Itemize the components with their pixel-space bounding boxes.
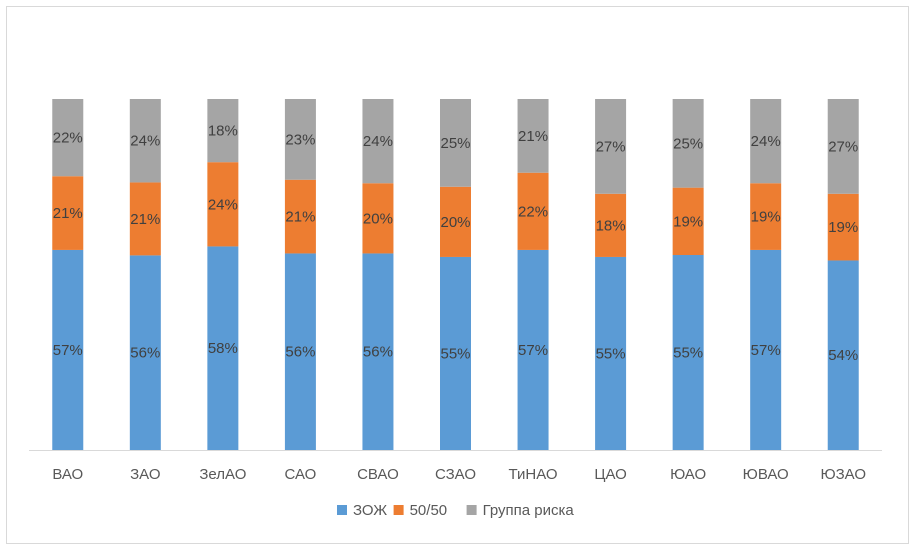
data-label: 23%	[285, 131, 315, 148]
data-label: 57%	[53, 342, 83, 359]
bar-segment-СВАО-Группа риска	[362, 99, 394, 184]
data-label: 21%	[285, 209, 315, 226]
data-label: 19%	[751, 209, 781, 226]
x-tick-label: СВАО	[357, 466, 399, 483]
x-tick-label: ЗелАО	[199, 466, 246, 483]
bar-segment-ЮЗАО-50/50	[827, 193, 859, 261]
data-label: 24%	[130, 133, 160, 150]
data-label: 56%	[285, 344, 315, 361]
bar-segment-ВАО-50/50	[52, 176, 84, 250]
bar-segment-ЗАО-50/50	[129, 182, 161, 256]
data-label: 57%	[518, 342, 548, 359]
x-tick-label: САО	[284, 466, 316, 483]
bar-segment-САО-Группа риска	[284, 99, 316, 180]
bar-segment-ЮАО-Группа риска	[672, 99, 704, 188]
data-label: 21%	[53, 205, 83, 222]
data-label: 57%	[751, 342, 781, 359]
x-tick-label: ЦАО	[594, 466, 626, 483]
data-label: 56%	[363, 344, 393, 361]
data-label: 20%	[440, 214, 470, 231]
bar-segment-ВАО-Группа риска	[52, 99, 84, 177]
data-label: 21%	[130, 211, 160, 228]
bar-segment-ТиНАО-Группа риска	[517, 99, 549, 173]
bar-segment-ЦАО-ЗОЖ	[595, 256, 627, 450]
x-tick-label: ВАО	[52, 466, 83, 483]
data-label: 18%	[596, 217, 626, 234]
data-label: 24%	[208, 196, 238, 213]
data-label: 22%	[53, 130, 83, 147]
x-tick-label: ЮЗАО	[820, 466, 866, 483]
bar-segment-ТиНАО-ЗОЖ	[517, 249, 549, 450]
bar-segment-ЗАО-Группа риска	[129, 99, 161, 183]
data-label: 19%	[673, 213, 703, 230]
data-label: 24%	[363, 133, 393, 150]
data-label: 21%	[518, 128, 548, 145]
bar-segment-СВАО-ЗОЖ	[362, 253, 394, 450]
data-label: 54%	[828, 347, 858, 364]
legend-swatch	[337, 505, 347, 515]
bar-segment-ТиНАО-50/50	[517, 172, 549, 250]
data-label: 19%	[828, 219, 858, 236]
data-label: 55%	[440, 345, 470, 362]
bar-segment-ЦАО-Группа риска	[595, 99, 627, 194]
data-label: 25%	[673, 135, 703, 152]
bar-segment-ЮВАО-Группа риска	[750, 99, 782, 184]
bar-segment-СВАО-50/50	[362, 183, 394, 254]
bar-segment-ЦАО-50/50	[595, 193, 627, 257]
x-tick-label: СЗАО	[435, 466, 476, 483]
legend-label: ЗОЖ	[353, 502, 387, 519]
legend-swatch	[393, 505, 404, 515]
data-label: 55%	[596, 345, 626, 362]
bar-segment-ВАО-ЗОЖ	[52, 249, 84, 450]
legend-swatch	[466, 505, 477, 515]
bar-segment-ЮВАО-50/50	[750, 183, 782, 250]
data-label: 58%	[208, 340, 238, 357]
data-label: 56%	[130, 345, 160, 362]
x-tick-label: ЗАО	[130, 466, 160, 483]
x-tick-label: ТиНАО	[509, 466, 558, 483]
bar-segment-САО-50/50	[284, 179, 316, 254]
data-label: 20%	[363, 210, 393, 227]
bar-segment-ЗелАО-Группа риска	[207, 99, 239, 163]
bar-segment-ЗАО-ЗОЖ	[129, 255, 161, 450]
data-label: 27%	[828, 138, 858, 155]
data-label: 25%	[440, 135, 470, 152]
bar-segment-ЮАО-50/50	[672, 187, 704, 255]
bar-segment-ЗелАО-ЗОЖ	[207, 246, 239, 450]
x-tick-label: ЮВАО	[743, 466, 789, 483]
bar-segment-СЗАО-50/50	[440, 186, 471, 257]
data-label: 55%	[673, 345, 703, 362]
bar-segment-ЗелАО-50/50	[207, 162, 239, 247]
legend-label: 50/50	[410, 502, 448, 519]
data-label: 22%	[518, 203, 548, 220]
bar-segment-ЮАО-ЗОЖ	[672, 255, 704, 450]
bar-segment-ЮЗАО-Группа риска	[827, 99, 859, 194]
bar-segment-СЗАО-ЗОЖ	[440, 256, 471, 450]
bar-segment-САО-ЗОЖ	[284, 253, 316, 450]
legend-label: Группа риска	[483, 502, 575, 519]
data-label: 27%	[596, 138, 626, 155]
bar-segment-ЮВАО-ЗОЖ	[750, 249, 782, 450]
data-label: 24%	[751, 133, 781, 150]
x-tick-label: ЮАО	[670, 466, 706, 483]
bar-segment-ЮЗАО-ЗОЖ	[827, 260, 859, 450]
bar-segment-СЗАО-Группа риска	[440, 99, 471, 187]
data-label: 18%	[208, 123, 238, 140]
